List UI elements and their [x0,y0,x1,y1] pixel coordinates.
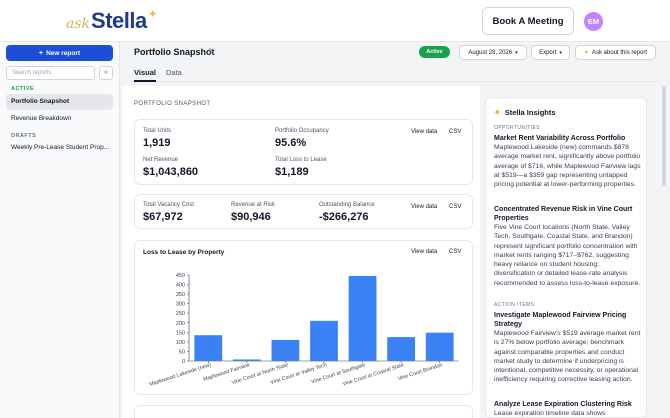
outstanding-balance-value: -$266,276 [319,211,369,223]
chart-bar [271,339,300,361]
search-input[interactable]: Search reports [6,66,95,80]
loss-to-lease-chart: 0 50 100 150 200 250 300 350 400 450 Maplewood Lak… [149,273,459,388]
y-tick-label: 50 [179,349,185,355]
x-tick-label: Maplewood Lakeside (new) [149,362,212,388]
pencil-icon[interactable]: ✎ [208,47,215,56]
export-label: Export [539,49,557,56]
occupancy-label: Portfolio Occupancy [275,128,329,134]
net-revenue-label: Net Revenue [143,157,179,163]
insight-body: Five Vine Court locations (North State, … [494,224,641,287]
ask-about-report-button[interactable]: ✦ Ask about this report [575,45,656,60]
insights-panel: ✦ Stella Insights OPPORTUNITIES Market R… [485,97,647,418]
y-tick-label: 200 [176,321,185,327]
section-label: PORTFOLIO SNAPSHOT [134,101,211,107]
avatar[interactable]: EM [584,12,603,31]
y-tick-label: 150 [176,330,185,336]
page-title: Portfolio Snapshot [134,47,215,57]
occupancy-value: 95.6% [275,137,307,149]
sidebar-item-revenue-breakdown[interactable]: Revenue Breakdown [11,115,72,122]
metrics-card-primary: Total Units 1,919 Portfolio Occupancy 95… [134,119,473,185]
csv-link[interactable]: CSV [449,129,462,135]
outstanding-balance-label: Outstanding Balance [319,202,375,208]
chart-bar [232,359,261,361]
csv-link[interactable]: CSV [449,204,462,210]
insight-title: Analyze Lease Expiration Clustering Risk [494,401,632,408]
x-tick-label: Vine Court Brandon [397,362,443,382]
sidebar-item-portfolio-snapshot[interactable]: Portfolio Snapshot [6,94,113,110]
app-logo[interactable]: ask Stella ✦ [66,7,158,34]
csv-link[interactable]: CSV [449,249,462,255]
sidebar: + New report Search reports « ACTIVE Por… [0,42,120,418]
total-units-label: Total Units [143,128,172,134]
export-button[interactable]: Export ▾ [531,45,570,60]
y-tick-label: 0 [182,359,185,365]
status-badge: Active [419,46,450,58]
date-picker[interactable]: August 28, 2026 ▾ [459,45,527,60]
view-data-link[interactable]: View data [411,129,438,135]
view-data-link[interactable]: View data [411,204,438,210]
drafts-section-label: DRAFTS [11,133,37,139]
y-tick-label: 350 [176,292,185,298]
vacancy-cost-label: Total Vacancy Cost [143,202,194,208]
new-report-label: New report [46,49,81,57]
chevron-down-icon: ▾ [515,49,518,56]
y-tick-label: 400 [176,283,185,289]
sparkle-icon: ✦ [147,7,158,21]
logo-name: Stella [91,8,147,33]
active-tab-indicator [134,80,156,82]
chart-bar [348,275,377,361]
book-meeting-button[interactable]: Book A Meeting [482,7,574,35]
tab-data[interactable]: Data [166,68,182,77]
collapse-sidebar-button[interactable]: « [99,66,113,80]
y-tick-label: 100 [176,340,185,346]
loss-to-lease-value: $1,189 [275,166,309,178]
vacancy-cost-value: $67,972 [143,211,183,223]
revenue-at-risk-value: $90,946 [231,211,271,223]
action-items-label: ACTION ITEMS [494,302,535,308]
tab-visual[interactable]: Visual [134,68,156,77]
insights-header: ✦ Stella Insights [494,108,556,117]
y-tick-label: 450 [176,273,185,279]
metrics-card-secondary: Total Vacancy Cost $67,972 Revenue at Ri… [134,194,473,229]
view-data-link[interactable]: View data [411,249,438,255]
chart-bar [310,320,338,361]
insights-title: Stella Insights [504,108,556,117]
total-units-value: 1,919 [143,137,171,149]
insight-body: Maplewood Lakeside (new) commands $878 a… [494,144,641,189]
revenue-at-risk-label: Revenue at Risk [231,202,276,208]
sparkle-icon: ✦ [583,50,589,56]
insight-body: Lease expiration timeline data shows [494,410,606,417]
logo-ask: ask [66,16,91,32]
y-tick-label: 300 [176,302,185,308]
insight-title: Investigate Maplewood Fairview Pricing S… [494,312,627,328]
sidebar-item-weekly-prelease[interactable]: Weekly Pre-Lease Student Prop... [11,144,110,151]
insight-title: Concentrated Revenue Risk in Vine Court … [494,206,633,222]
opportunities-label: OPPORTUNITIES [494,125,540,131]
chart-bar [387,337,416,361]
chart-title: Loss to Lease by Property [143,249,225,256]
date-value: August 28, 2026 [468,49,513,56]
y-tick-label: 250 [176,311,185,317]
insight-body: Maplewood Fairview's $519 average market… [494,330,641,384]
chart-bar [425,332,454,361]
sparkle-icon: ✦ [494,108,501,117]
net-revenue-value: $1,043,860 [143,166,199,178]
active-section-label: ACTIVE [11,86,35,92]
chevron-down-icon: ▾ [559,49,562,56]
ask-label: Ask about this report [592,49,648,56]
loss-to-lease-label: Total Loss to Lease [275,157,327,163]
plus-icon: + [38,49,44,57]
top-bar: ask Stella ✦ Book A Meeting EM [0,0,670,42]
next-card [134,405,473,418]
new-report-button[interactable]: + New report [6,45,113,61]
scrollbar[interactable] [662,86,666,186]
chart-bar [194,335,223,361]
insight-title: Market Rent Variability Across Portfolio [494,135,626,142]
chart-card: View data CSV [134,240,473,395]
tab-bar: Visual Data [128,63,656,82]
